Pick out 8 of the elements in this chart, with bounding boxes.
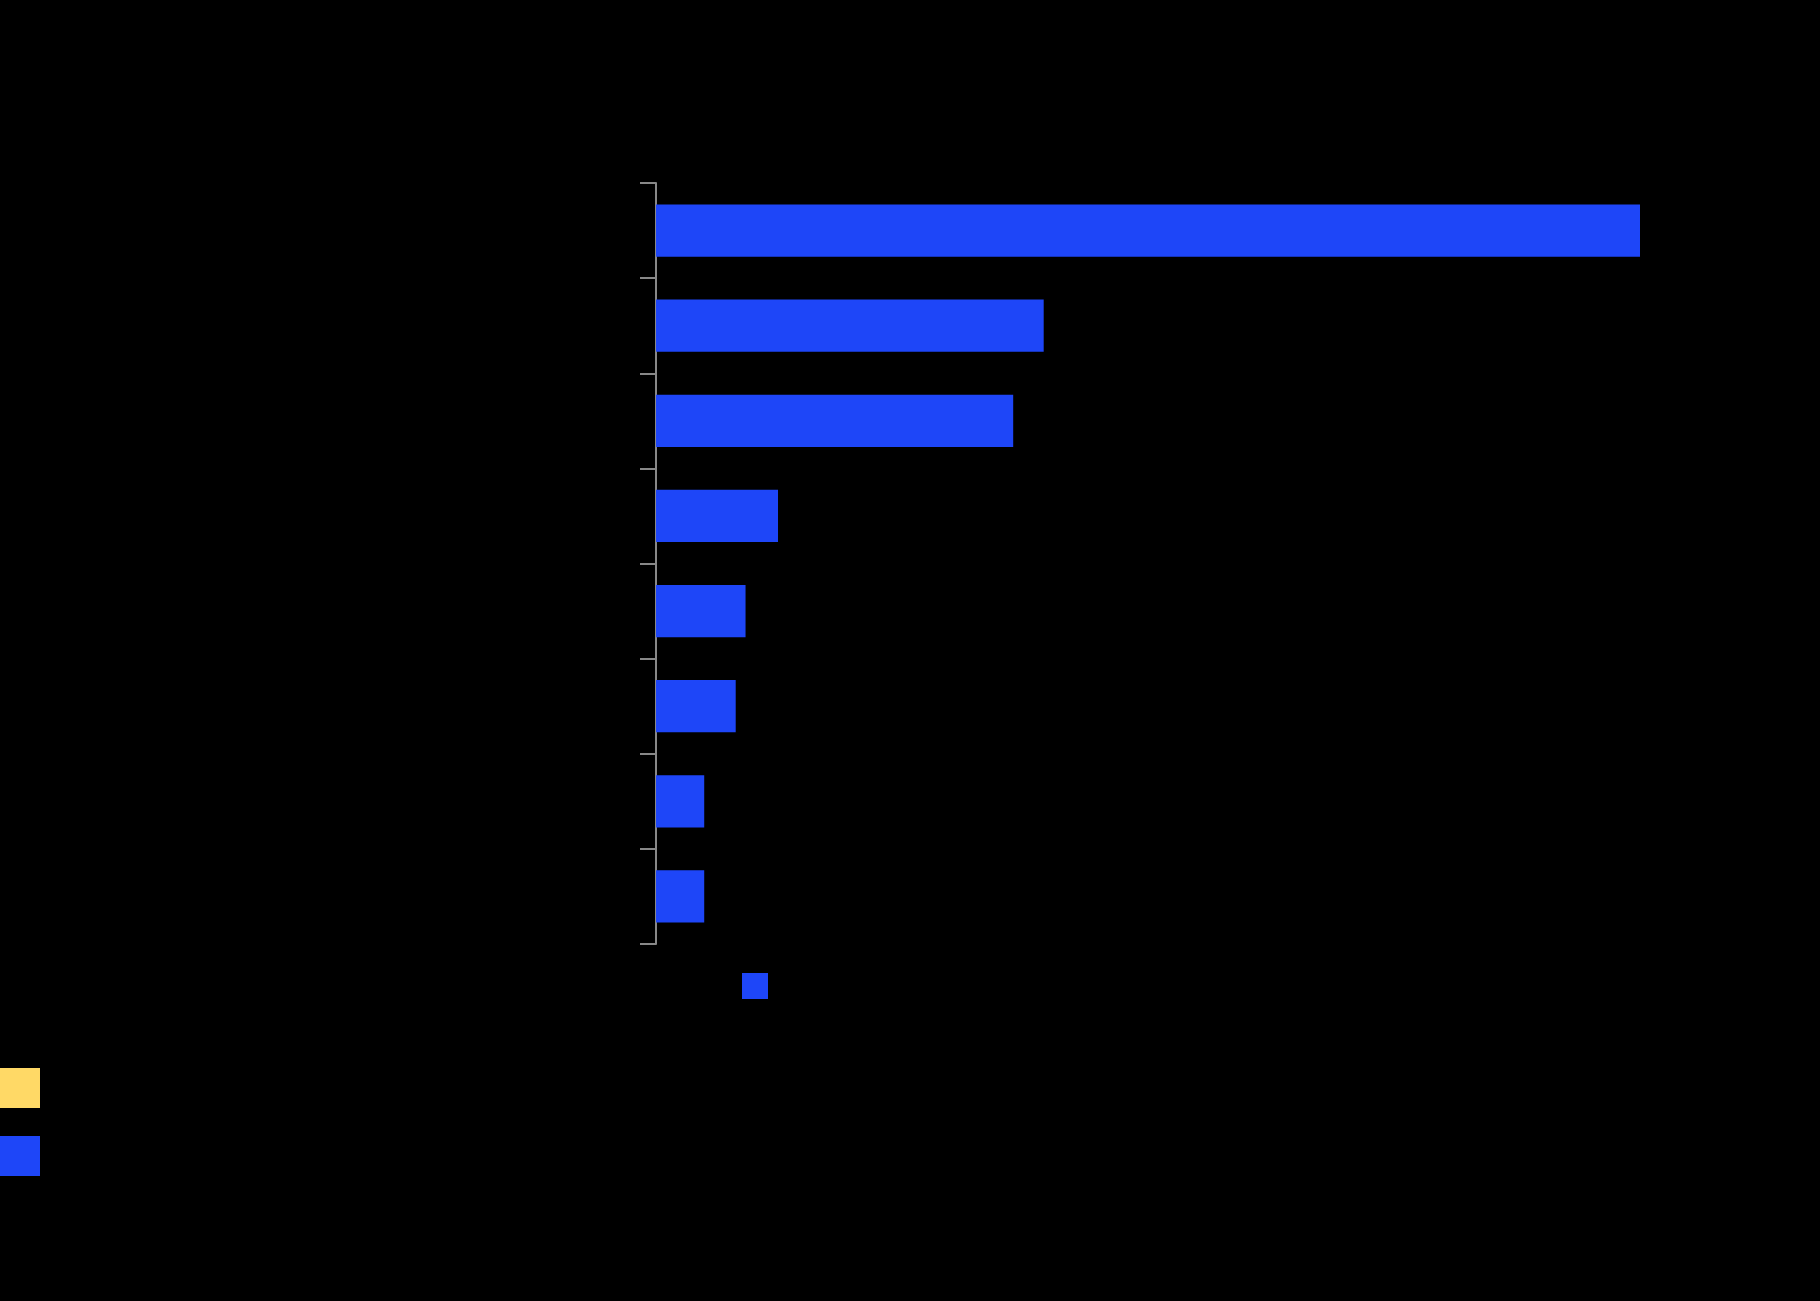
bar [656, 394, 1014, 447]
bar [656, 204, 1640, 257]
bar [656, 870, 705, 923]
bar [656, 680, 736, 733]
bar [656, 584, 746, 638]
bar [656, 775, 705, 828]
bar [656, 299, 1044, 352]
bar [656, 489, 779, 543]
